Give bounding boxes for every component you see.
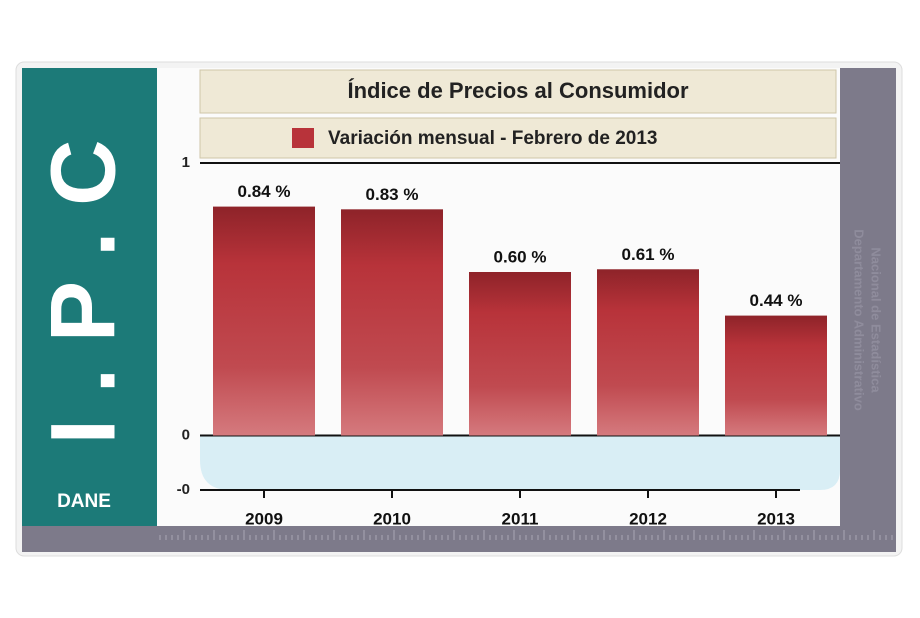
legend-swatch: [292, 128, 314, 148]
side-text: Departamento Administrativo: [852, 229, 867, 411]
bar: [597, 269, 699, 436]
value-label: 0.61 %: [622, 245, 675, 264]
value-label: 0.83 %: [366, 185, 419, 204]
bar: [341, 209, 443, 436]
y-tick-label: 0: [182, 426, 190, 443]
bar: [213, 206, 315, 436]
title-bar: [199, 69, 837, 114]
x-tick-label: 2010: [373, 509, 411, 528]
value-label: 0.60 %: [494, 247, 547, 266]
value-label: 0.44 %: [750, 291, 803, 310]
x-tick-label: 2009: [245, 509, 283, 528]
ruler: [159, 530, 893, 540]
bar: [725, 315, 827, 436]
value-label: 0.84 %: [238, 182, 291, 201]
logo: I . P . C: [32, 139, 134, 444]
sidebar: [22, 68, 157, 526]
x-tick-label: 2011: [502, 509, 539, 528]
x-tick-label: 2012: [629, 509, 667, 528]
chart-title: Índice de Precios al Consumidor: [347, 78, 689, 103]
y-tick-label: -0: [177, 481, 190, 498]
negative-zone: [200, 435, 840, 490]
brand: DANE: [57, 491, 111, 512]
y-tick-label: 1: [182, 154, 190, 171]
bar: [469, 272, 571, 436]
x-tick-label: 2013: [757, 509, 795, 528]
side-text: Nacional de Estadística: [869, 247, 884, 393]
legend-label: Variación mensual - Febrero de 2013: [328, 128, 657, 149]
